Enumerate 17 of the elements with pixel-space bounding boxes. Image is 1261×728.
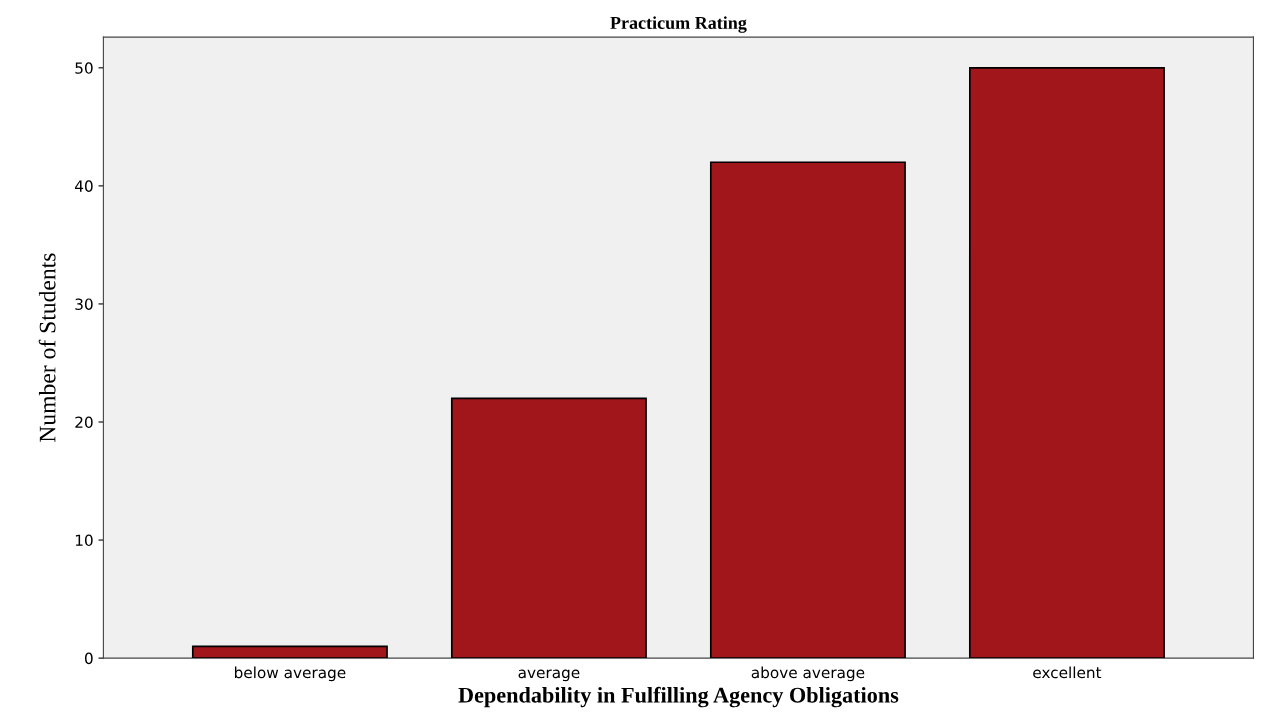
y-axis-title: Number of Students — [38, 253, 56, 443]
y-tick-label: 30 — [75, 298, 93, 310]
bar — [709, 161, 906, 659]
x-tick-label: average — [518, 669, 580, 682]
y-tick-label: 40 — [74, 180, 93, 192]
x-tick-label: below average — [234, 666, 346, 682]
y-tick-label: 0 — [84, 652, 93, 665]
y-tick-label: 20 — [75, 416, 93, 429]
x-tick-label: above average — [751, 666, 865, 682]
bar — [450, 397, 647, 659]
x-axis-title: Dependability in Fulfilling Agency Obligations — [458, 686, 899, 708]
bar — [191, 645, 388, 659]
chart-title: Practicum Rating — [610, 16, 747, 33]
bar — [968, 66, 1165, 659]
y-tick-label: 10 — [75, 534, 93, 547]
y-tick-label: 50 — [75, 62, 93, 74]
x-tick-label: excellent — [1033, 666, 1102, 679]
